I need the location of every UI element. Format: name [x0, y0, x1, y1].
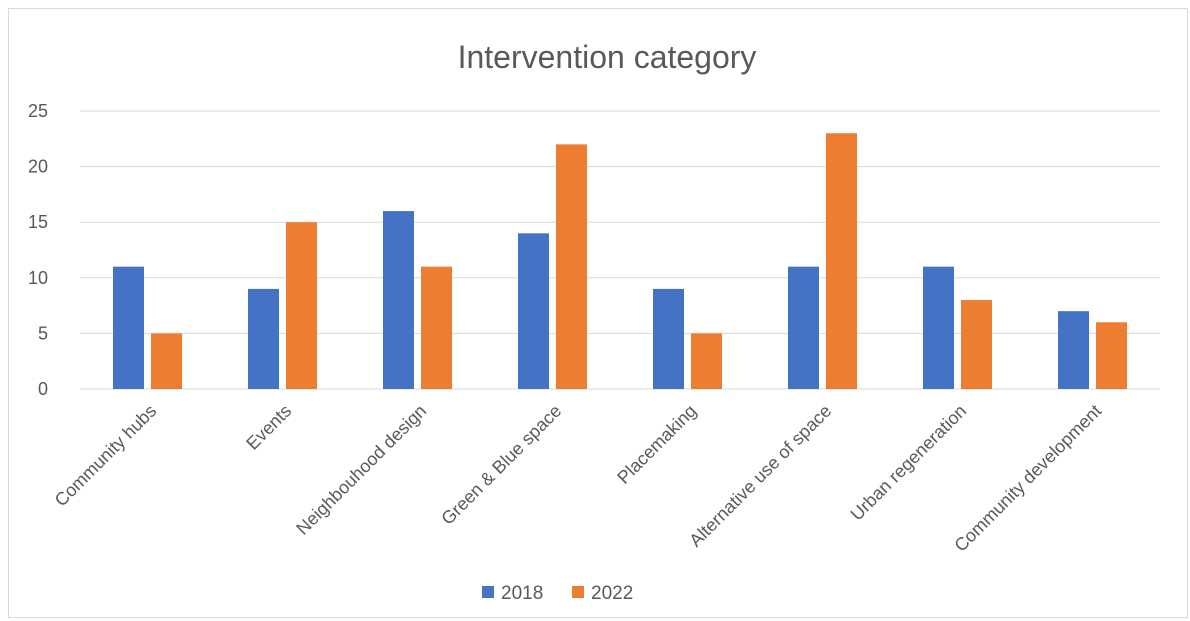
y-tick-label: 5: [38, 323, 48, 343]
bar-2018-6: [923, 266, 954, 389]
bar-2022-1: [286, 222, 317, 389]
bar-2018-5: [788, 266, 819, 389]
bar-2022-2: [421, 266, 452, 389]
bars: [113, 133, 1127, 389]
category-label: Community hubs: [51, 401, 161, 511]
bar-2022-5: [826, 133, 857, 389]
bar-2018-7: [1058, 311, 1089, 389]
y-tick-label: 25: [28, 101, 48, 121]
category-label: Green & Blue space: [437, 401, 565, 529]
y-axis-ticks: 0 5 10 15 20 25: [28, 101, 48, 399]
bar-2018-2: [383, 211, 414, 389]
category-label: Placemaking: [613, 401, 700, 488]
category-label: Urban regeneration: [847, 401, 971, 525]
bar-2022-7: [1096, 322, 1127, 389]
chart-title: Intervention category: [458, 39, 757, 75]
bar-2018-4: [653, 288, 684, 389]
category-label: Neighbouhood design: [292, 401, 430, 539]
gridlines: [80, 110, 1160, 390]
category-label: Community development: [950, 401, 1105, 556]
y-tick-label: 0: [38, 379, 48, 399]
legend-label: 2018: [501, 583, 543, 604]
legend-swatch-2018: [482, 586, 494, 598]
bar-2022-6: [961, 300, 992, 389]
category-label: Events: [242, 401, 295, 454]
bar-2018-1: [248, 288, 279, 389]
legend: 2018 2022: [482, 583, 633, 604]
y-tick-label: 10: [28, 268, 48, 288]
bar-2018-0: [113, 266, 144, 389]
bar-2018-3: [518, 233, 549, 389]
category-label: Alternative use of space: [685, 401, 835, 551]
bar-2022-4: [691, 333, 722, 389]
bar-2022-0: [151, 333, 182, 389]
y-tick-label: 20: [28, 157, 48, 177]
legend-swatch-2022: [572, 586, 584, 598]
y-tick-label: 15: [28, 212, 48, 232]
bar-2022-3: [556, 144, 587, 389]
legend-label: 2022: [591, 583, 633, 604]
